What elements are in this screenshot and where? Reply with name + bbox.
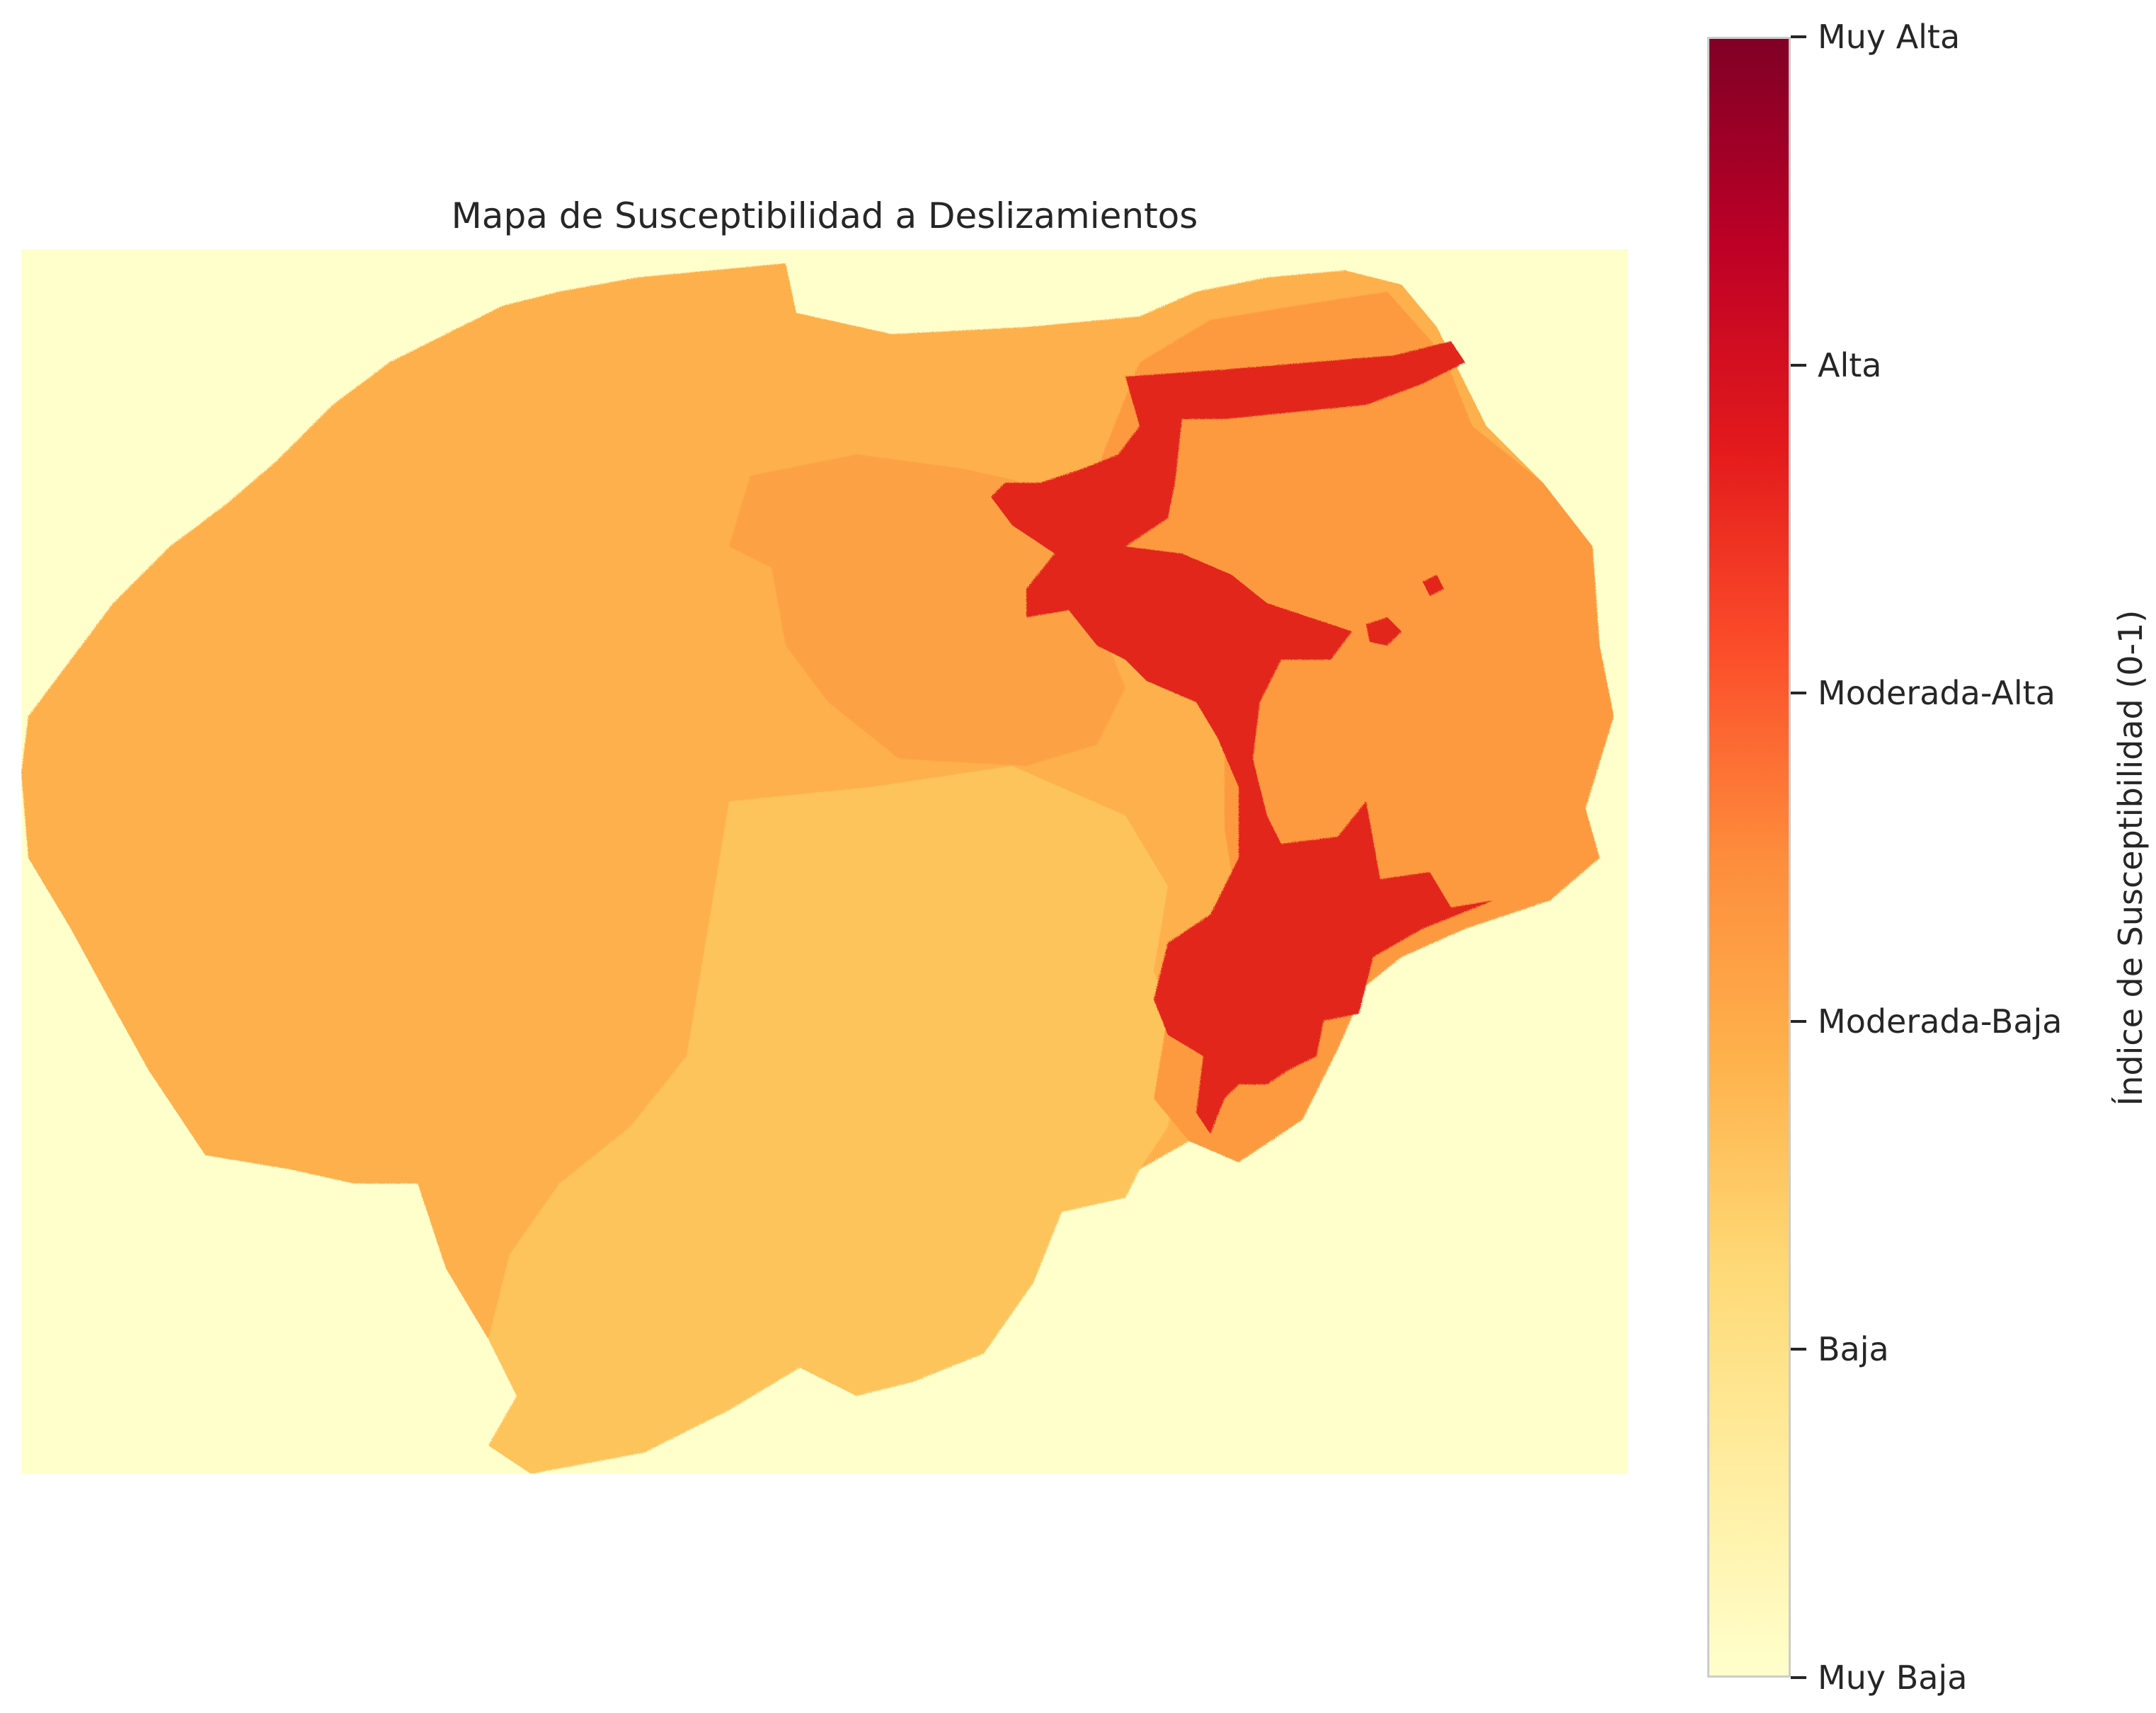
colorbar-tick-mark — [1791, 1348, 1806, 1351]
basin-zone-east — [1083, 292, 1614, 1162]
colorbar-tick-mark — [1791, 35, 1806, 38]
colorbar-tick-label: Muy Baja — [1818, 1658, 1968, 1697]
susceptibility-map — [21, 249, 1628, 1474]
basin-zone-high-patch — [1366, 617, 1401, 646]
colorbar-tick-mark — [1791, 363, 1806, 367]
basin-zone-high-patch — [1423, 575, 1444, 596]
basin-zone-high — [991, 341, 1493, 1134]
colorbar-tick-label: Moderada-Alta — [1818, 674, 2055, 713]
colorbar-tick-mark — [1791, 1676, 1806, 1679]
basin-zone-south — [488, 766, 1182, 1474]
colorbar-tick-label: Baja — [1818, 1330, 1889, 1369]
colorbar-tick-mark — [1791, 1019, 1806, 1023]
colorbar-label: Índice de Susceptibilidad (0-1) — [2111, 609, 2150, 1106]
colorbar-tick-label: Muy Alta — [1818, 18, 1961, 56]
colorbar — [1707, 37, 1791, 1678]
colorbar-tick-label: Alta — [1818, 345, 1882, 384]
colorbar-tick-mark — [1791, 692, 1806, 695]
colorbar-tick-label: Moderada-Baja — [1818, 1002, 2063, 1041]
map-title: Mapa de Susceptibilidad a Deslizamientos — [451, 195, 1198, 236]
